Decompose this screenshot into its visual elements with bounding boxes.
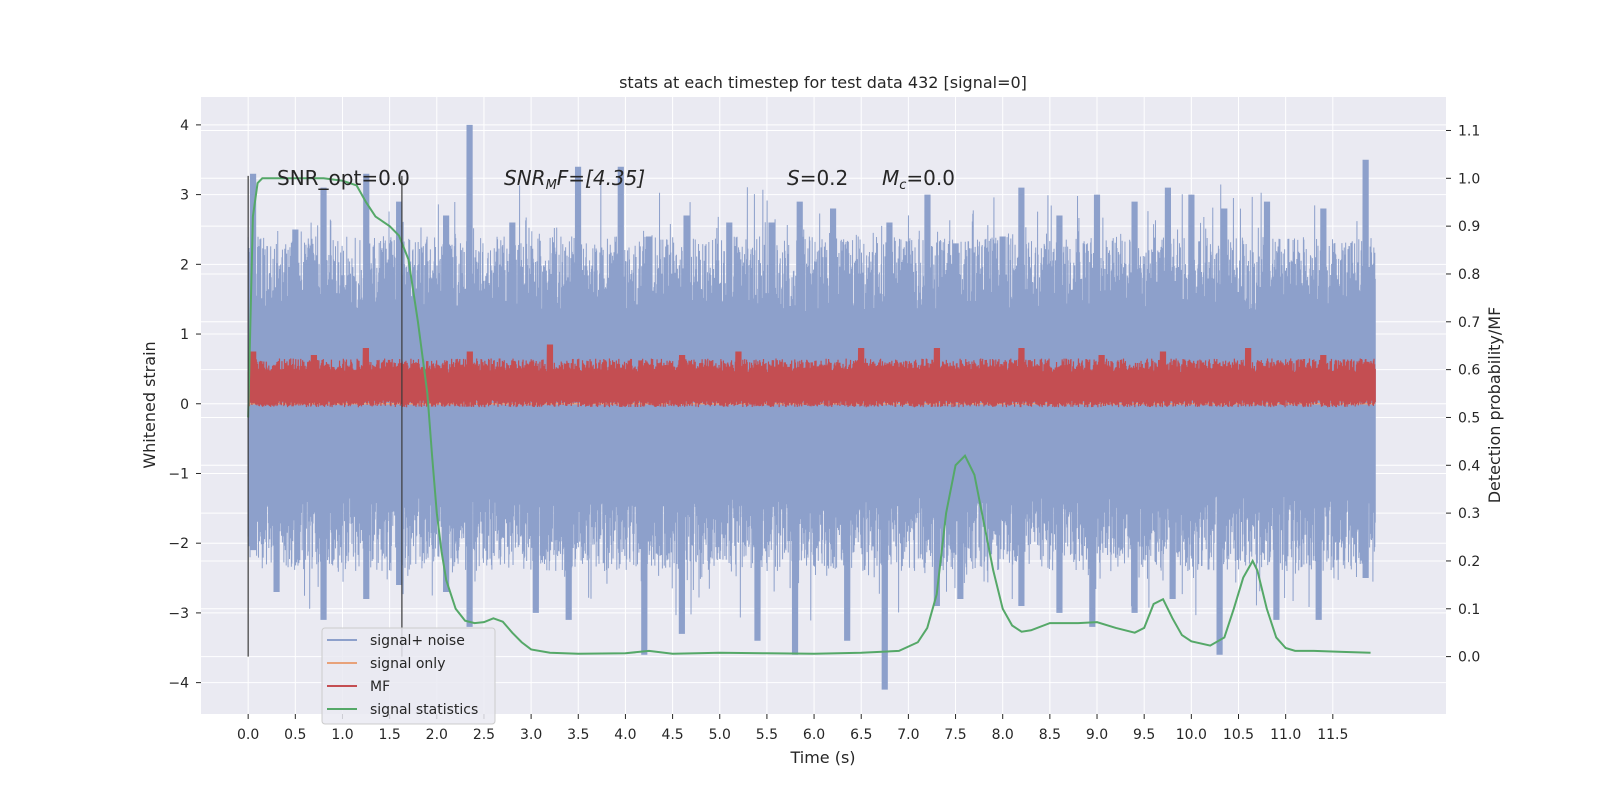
legend-label-signal-statistics: signal statistics: [370, 702, 478, 718]
x-tick-label: 5.5: [756, 727, 778, 743]
legend-label-signal-only: signal only: [370, 656, 445, 672]
y-right-tick-label: 0.7: [1458, 315, 1480, 331]
y-right-tick-label: 0.0: [1458, 650, 1480, 666]
x-tick-label: 7.5: [944, 727, 966, 743]
y-right-tick-label: 0.2: [1458, 554, 1480, 570]
annotation-mc-symbol: M: [882, 166, 899, 190]
y-left-tick-label: 4: [180, 118, 189, 134]
x-tick-label: 7.0: [897, 727, 919, 743]
y-left-axis-label: Whitened strain: [140, 341, 159, 468]
annotation-s: S=0.2: [787, 166, 848, 190]
x-tick-label: 4.5: [661, 727, 683, 743]
annotation-snr-opt: SNR_opt=0.0: [277, 166, 410, 190]
vertical-markers: [247, 175, 403, 657]
x-tick-label: 6.0: [803, 727, 825, 743]
x-tick-label: 2.0: [426, 727, 448, 743]
y-right-axis-label: Detection probability/MF: [1485, 307, 1504, 504]
y-right-tick-label: 1.0: [1458, 171, 1480, 187]
x-tick-label: 3.5: [567, 727, 589, 743]
series-signal-statistics-line: [247, 177, 1371, 655]
series-layer: [247, 124, 1376, 690]
series-mf-line: [247, 344, 1376, 408]
y-left-tick-label: 2: [180, 257, 189, 273]
x-tick-label: 0.5: [284, 727, 306, 743]
y-right-tick-label: 0.1: [1458, 602, 1480, 618]
y-right-tick-label: 0.3: [1458, 506, 1480, 522]
y-right-axis-ticks: 1.1 1.0 0.9 0.8 0.7 0.6 0.5 0.4 0.3 0.2 0.1 0.0: [1446, 123, 1480, 666]
chart-title: stats at each timestep for test data 432…: [619, 73, 1027, 92]
legend-label-signal-noise: signal+ noise: [370, 633, 465, 649]
annotation-s-value: =0.2: [800, 166, 849, 190]
y-right-tick-label: 0.6: [1458, 363, 1480, 379]
annotation-mc-value: =0.0: [906, 166, 955, 190]
y-left-tick-label: −3: [168, 606, 189, 622]
y-right-tick-label: 0.5: [1458, 410, 1480, 426]
y-right-tick-label: 0.9: [1458, 219, 1480, 235]
annotation-snr-mf-rest: F=[4.35]: [557, 166, 645, 190]
y-left-tick-label: −4: [168, 676, 189, 692]
y-right-tick-label: 1.1: [1458, 123, 1480, 139]
annotation-mc: Mc=0.0: [882, 166, 955, 193]
x-tick-label: 6.5: [850, 727, 872, 743]
y-right-tick-label: 0.4: [1458, 458, 1480, 474]
series-signal-noise-line: [247, 124, 1376, 690]
x-axis-label: Time (s): [789, 748, 855, 767]
x-tick-label: 4.0: [614, 727, 636, 743]
x-tick-label: 9.0: [1086, 727, 1108, 743]
x-tick-label: 9.5: [1133, 727, 1155, 743]
x-tick-label: 11.5: [1317, 727, 1348, 743]
annotation-s-symbol: S: [787, 166, 800, 190]
x-tick-label: 8.0: [992, 727, 1014, 743]
annotation-snr-mf-sub: M: [546, 178, 557, 193]
y-left-tick-label: 0: [180, 397, 189, 413]
y-left-tick-label: −2: [168, 536, 189, 552]
x-tick-label: 11.0: [1270, 727, 1301, 743]
legend: signal+ noise signal only MF signal stat…: [321, 627, 496, 725]
y-left-axis-ticks: 4 3 2 1 0 −1 −2 −3 −4: [168, 118, 201, 692]
y-left-tick-label: −1: [168, 466, 189, 482]
x-axis-ticks: 0.0 0.5 1.0 1.5 2.0 2.5 3.0 3.5 4.0 4.5 5.0 5.5 6.0 6…: [237, 714, 1348, 743]
annotation-snr-mf-base: SNR: [504, 166, 546, 190]
x-tick-label: 0.0: [237, 727, 259, 743]
x-tick-label: 10.0: [1176, 727, 1207, 743]
x-tick-label: 2.5: [473, 727, 495, 743]
x-tick-label: 10.5: [1223, 727, 1254, 743]
legend-label-mf: MF: [370, 679, 390, 695]
y-left-tick-label: 3: [180, 188, 189, 204]
x-tick-label: 1.0: [331, 727, 353, 743]
x-tick-label: 5.0: [709, 727, 731, 743]
x-tick-label: 1.5: [379, 727, 401, 743]
y-right-tick-label: 0.8: [1458, 267, 1480, 283]
x-tick-label: 3.0: [520, 727, 542, 743]
annotation-mc-sub: c: [899, 178, 906, 193]
x-tick-label: 8.5: [1039, 727, 1061, 743]
legend-box: [321, 627, 496, 725]
y-left-tick-label: 1: [180, 327, 189, 343]
annotation-snr-mf: SNRMF=[4.35]: [504, 166, 645, 193]
